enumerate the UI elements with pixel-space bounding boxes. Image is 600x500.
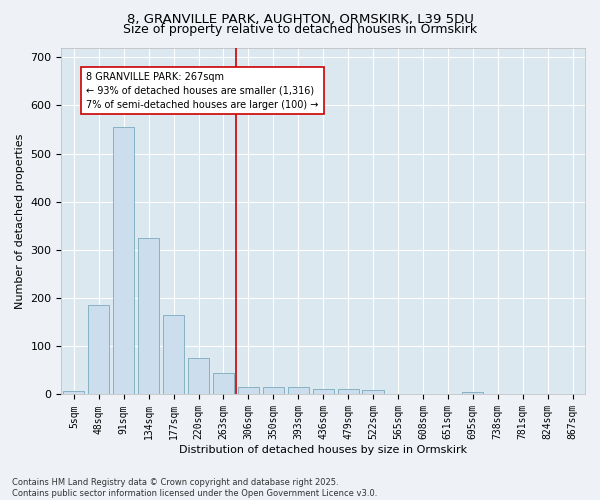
Bar	[263, 387, 284, 394]
Bar	[88, 306, 109, 394]
Bar	[287, 387, 309, 394]
Y-axis label: Number of detached properties: Number of detached properties	[15, 134, 25, 308]
Bar	[138, 238, 159, 394]
Bar	[462, 392, 484, 394]
Bar	[362, 390, 383, 394]
Bar	[188, 358, 209, 394]
Bar	[238, 387, 259, 394]
Bar	[338, 388, 359, 394]
Text: Contains HM Land Registry data © Crown copyright and database right 2025.
Contai: Contains HM Land Registry data © Crown c…	[12, 478, 377, 498]
Bar	[163, 315, 184, 394]
Text: Size of property relative to detached houses in Ormskirk: Size of property relative to detached ho…	[123, 22, 477, 36]
Bar	[313, 388, 334, 394]
Bar	[63, 390, 85, 394]
X-axis label: Distribution of detached houses by size in Ormskirk: Distribution of detached houses by size …	[179, 445, 467, 455]
Text: 8 GRANVILLE PARK: 267sqm
← 93% of detached houses are smaller (1,316)
7% of semi: 8 GRANVILLE PARK: 267sqm ← 93% of detach…	[86, 72, 319, 110]
Text: 8, GRANVILLE PARK, AUGHTON, ORMSKIRK, L39 5DU: 8, GRANVILLE PARK, AUGHTON, ORMSKIRK, L3…	[127, 12, 473, 26]
Bar	[213, 373, 234, 394]
Bar	[113, 127, 134, 394]
